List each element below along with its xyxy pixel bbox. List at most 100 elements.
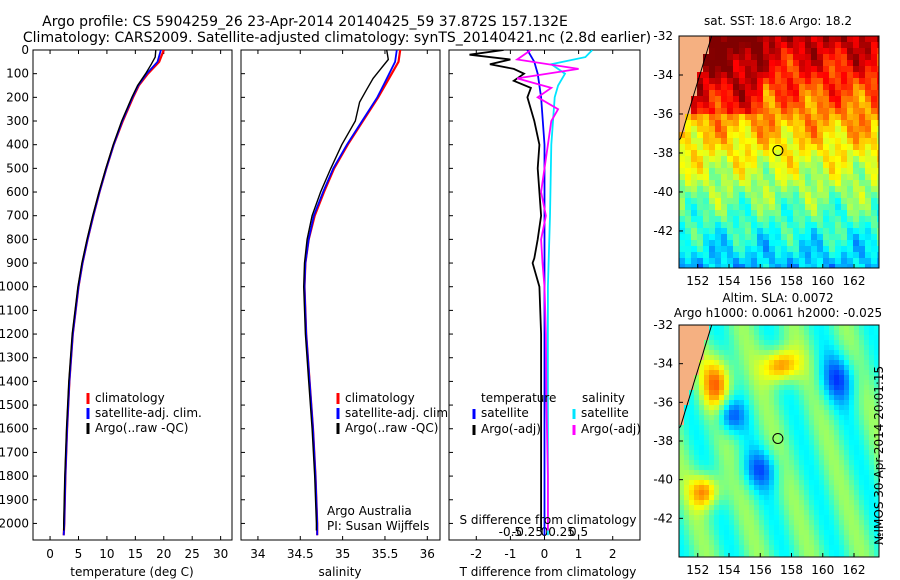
map-cell [744,375,750,381]
map-cell [703,174,710,181]
map-cell [703,36,710,43]
map-cell [704,535,710,541]
legend-label: climatology [345,391,415,405]
map-cell [704,455,710,461]
map-cell [799,210,806,217]
map-cell [709,430,715,436]
map-cell [715,144,722,151]
map-cell [809,370,815,376]
map-cell [679,455,685,461]
map-cell [854,380,860,386]
map-cell [794,550,800,556]
map-cell [859,485,865,491]
map-cell [679,460,685,466]
map-cell [733,216,740,223]
map-cell [757,234,764,241]
map-cell [841,36,848,43]
map-cell [844,480,850,486]
map-cell [849,370,855,376]
map-cell [699,340,705,346]
map-cell [734,490,740,496]
map-cell [869,370,875,376]
map-cell [779,405,785,411]
map-cell [775,90,782,97]
map-cell [829,440,835,446]
map-cell [794,535,800,541]
map-cell [709,515,715,521]
map-cell [819,390,825,396]
map-cell [704,525,710,531]
map-cell [721,168,728,175]
map-cell [864,480,870,486]
map-cell [691,84,698,91]
map-cell [854,325,860,331]
map-cell [709,150,716,157]
map-cell [689,445,695,451]
map-cell [869,490,875,496]
map-cell [829,114,836,121]
map-cell [871,102,878,109]
map-cell [691,180,698,187]
map-cell [853,42,860,49]
map-cell [824,405,830,411]
map-cell [721,102,728,109]
map-cell [699,450,705,456]
map-cell [805,126,812,133]
map-cell [751,36,758,43]
map-cell [727,120,734,127]
map-cell [794,450,800,456]
map-cell [834,550,840,556]
map-cell [744,385,750,391]
map-cell [859,222,866,229]
map-cell [719,495,725,501]
y-tick-label: 700 [6,209,29,223]
map-cell [829,258,836,265]
x-tick-label: -1 [504,547,516,561]
map-cell [814,525,820,531]
map-cell [823,126,830,133]
map-cell [694,540,700,546]
map-cell [859,258,866,265]
map-cell [689,545,695,551]
map-cell [819,490,825,496]
map-cell [805,78,812,85]
map-cell [739,525,745,531]
map-cell [794,385,800,391]
imos-timestamp: №IMOS 30-Apr-2014 20:01:15 [872,365,886,545]
map-cell [703,108,710,115]
map-cell [704,365,710,371]
map-cell [751,144,758,151]
map-cell [869,480,875,486]
map-cell [844,550,850,556]
map-cell [749,420,755,426]
map-cell [715,228,722,235]
map-cell [877,258,879,265]
map-cell [841,180,848,187]
map-cell [694,495,700,501]
map-cell [714,490,720,496]
map-cell [811,210,818,217]
map-cell [763,192,770,199]
map-cell [769,192,776,199]
map-cell [689,550,695,556]
map-cell [853,156,860,163]
map-cell [859,385,865,391]
map-cell [759,430,765,436]
map-cell [789,450,795,456]
map-cell [714,460,720,466]
map-cell [877,132,879,139]
map-cell [814,520,820,526]
map-cell [834,515,840,521]
map-cell [684,380,690,386]
map-cell [871,42,878,49]
map-cell [877,66,879,73]
map-cell [864,485,870,491]
map-cell [745,180,752,187]
map-cell [763,174,770,181]
map-cell [689,425,695,431]
map-cell [744,405,750,411]
map-cell [874,355,879,361]
map-cell [787,66,794,73]
map-cell [819,365,825,371]
map-cell [869,540,875,546]
